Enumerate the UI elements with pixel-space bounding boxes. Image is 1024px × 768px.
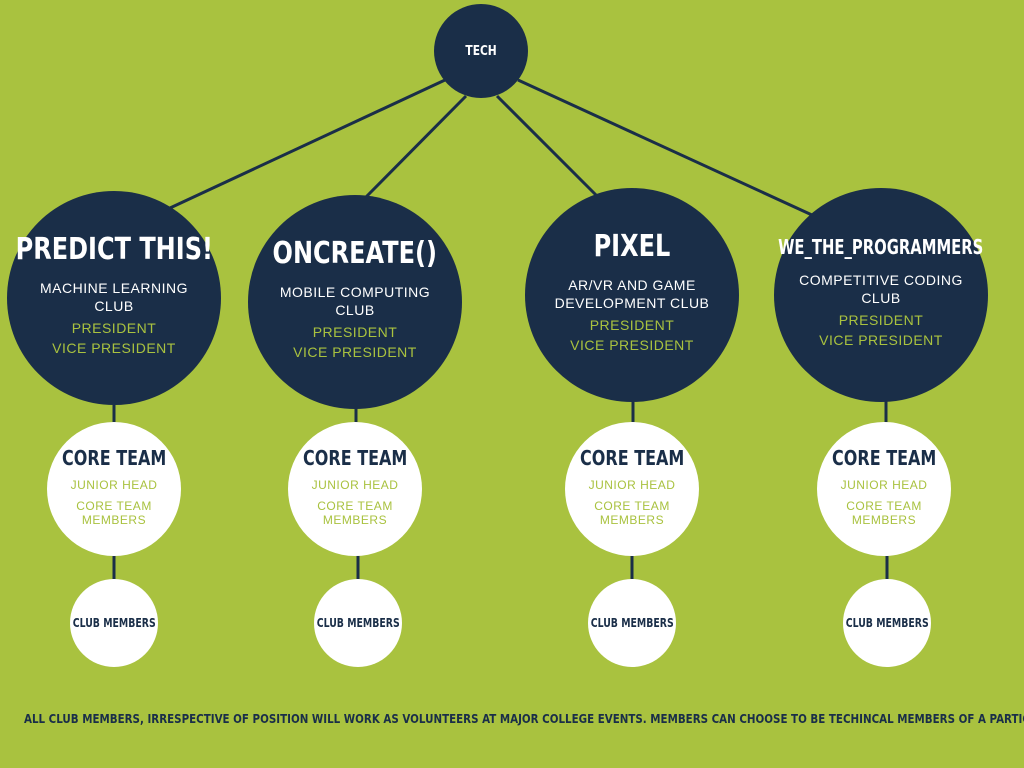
core-team-title: CORE TEAM xyxy=(61,445,167,470)
core-team-node-predict-this: CORE TEAM JUNIOR HEAD CORE TEAM MEMBERS xyxy=(47,422,181,556)
club-members-label: CLUB MEMBERS xyxy=(72,616,156,630)
club-role-president: PRESIDENT xyxy=(71,319,157,336)
connector-tech-programmers xyxy=(517,78,813,217)
core-role-junior-head: JUNIOR HEAD xyxy=(840,477,928,492)
connector-tech-pixel xyxy=(495,94,599,198)
core-team-node-we-the-programmers: CORE TEAM JUNIOR HEAD CORE TEAM MEMBERS xyxy=(817,422,951,556)
core-team-node-pixel: CORE TEAM JUNIOR HEAD CORE TEAM MEMBERS xyxy=(565,422,699,556)
club-name: ONCREATE() xyxy=(272,235,438,271)
core-role-core-team-members: CORE TEAM MEMBERS xyxy=(317,498,393,527)
club-members-node-predict-this: CLUB MEMBERS xyxy=(70,579,158,667)
club-node-pixel: PIXEL AR/VR AND GAME DEVELOPMENT CLUB PR… xyxy=(525,188,739,402)
core-role-junior-head: JUNIOR HEAD xyxy=(70,477,158,492)
core-role-junior-head: JUNIOR HEAD xyxy=(588,477,676,492)
core-team-title: CORE TEAM xyxy=(579,445,685,470)
club-name: PREDICT THIS! xyxy=(15,231,213,267)
club-role-president: PRESIDENT xyxy=(312,323,398,340)
core-role-junior-head: JUNIOR HEAD xyxy=(311,477,399,492)
club-role-president: PRESIDENT xyxy=(589,316,675,333)
connector-tech-predict xyxy=(169,78,446,210)
tech-node: TECH xyxy=(434,4,528,98)
club-description: COMPETITIVE CODING CLUB xyxy=(799,271,963,306)
core-role-core-team-members: CORE TEAM MEMBERS xyxy=(594,498,670,527)
club-description: MACHINE LEARNING CLUB xyxy=(39,279,189,314)
club-members-node-oncreate: CLUB MEMBERS xyxy=(314,579,402,667)
club-description: MOBILE COMPUTING CLUB xyxy=(279,283,431,318)
club-node-oncreate: ONCREATE() MOBILE COMPUTING CLUB PRESIDE… xyxy=(248,195,462,409)
core-role-core-team-members: CORE TEAM MEMBERS xyxy=(76,498,152,527)
club-role-vice-president: VICE PRESIDENT xyxy=(52,339,176,356)
core-team-node-oncreate: CORE TEAM JUNIOR HEAD CORE TEAM MEMBERS xyxy=(288,422,422,556)
club-name: WE_THE_PROGRAMMERS xyxy=(778,234,984,259)
club-role-president: PRESIDENT xyxy=(838,311,924,328)
club-node-predict-this: PREDICT THIS! MACHINE LEARNING CLUB PRES… xyxy=(7,191,221,405)
club-members-label: CLUB MEMBERS xyxy=(845,616,929,630)
core-role-core-team-members: CORE TEAM MEMBERS xyxy=(846,498,922,527)
tech-label: TECH xyxy=(465,43,497,59)
club-members-node-pixel: CLUB MEMBERS xyxy=(588,579,676,667)
club-members-node-we-the-programmers: CLUB MEMBERS xyxy=(843,579,931,667)
club-role-vice-president: VICE PRESIDENT xyxy=(819,331,943,348)
footnote: ALL CLUB MEMBERS, IRRESPECTIVE OF POSITI… xyxy=(24,712,1024,726)
club-members-label: CLUB MEMBERS xyxy=(316,616,400,630)
core-team-title: CORE TEAM xyxy=(831,445,937,470)
club-members-label: CLUB MEMBERS xyxy=(590,616,674,630)
club-node-we-the-programmers: WE_THE_PROGRAMMERS COMPETITIVE CODING CL… xyxy=(774,188,988,402)
club-role-vice-president: VICE PRESIDENT xyxy=(570,336,694,353)
club-description: AR/VR AND GAME DEVELOPMENT CLUB xyxy=(554,276,710,311)
club-role-vice-president: VICE PRESIDENT xyxy=(293,343,417,360)
club-name: PIXEL xyxy=(593,228,671,264)
core-team-title: CORE TEAM xyxy=(302,445,408,470)
connector-tech-oncreate xyxy=(364,94,468,199)
